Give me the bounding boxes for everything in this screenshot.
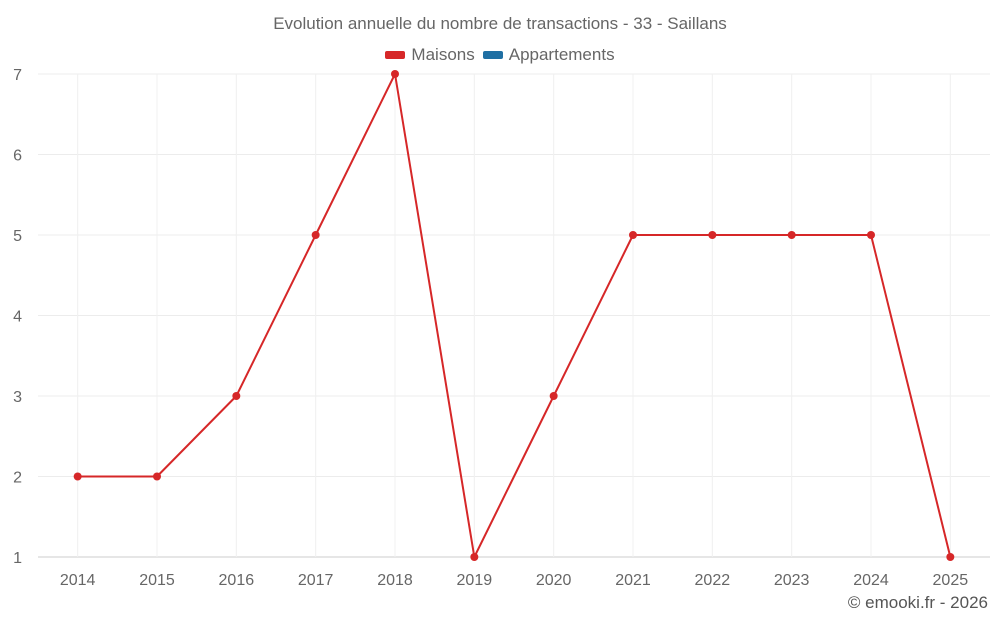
y-tick-label: 7 [13, 67, 22, 84]
x-tick-label: 2025 [933, 572, 969, 589]
x-tick-label: 2024 [853, 572, 889, 589]
data-point [391, 70, 399, 78]
y-tick-label: 4 [13, 309, 22, 326]
legend-item-maisons[interactable]: Maisons [385, 45, 475, 65]
x-tick-label: 2016 [219, 572, 255, 589]
data-point [708, 231, 717, 239]
data-point [629, 231, 637, 239]
data-point [470, 553, 479, 561]
y-tick-label: 3 [13, 389, 22, 406]
series-line-maisons [77, 73, 952, 558]
y-tick-label: 5 [13, 228, 22, 245]
x-tick-label: 2023 [774, 572, 810, 589]
legend-item-appartements[interactable]: Appartements [482, 45, 615, 65]
chart-legend: Maisons Appartements [0, 45, 1000, 65]
legend-swatch-maisons [385, 51, 406, 59]
data-point [73, 472, 82, 481]
data-point [153, 472, 161, 481]
x-tick-label: 2017 [298, 572, 334, 589]
data-point [311, 231, 320, 239]
data-point [946, 553, 955, 561]
data-point [549, 392, 558, 400]
x-tick-label: 2018 [377, 572, 413, 589]
x-tick-label: 2022 [695, 572, 731, 589]
data-point [787, 231, 796, 239]
legend-swatch-appartements [482, 51, 503, 59]
footer-credit: © emooki.fr - 2026 [847, 593, 988, 612]
x-tick-label: 2020 [536, 572, 572, 589]
x-tick-label: 2019 [457, 572, 493, 589]
x-tick-label: 2021 [615, 572, 651, 589]
legend-label-appartements: Appartements [508, 45, 615, 64]
y-tick-label: 1 [13, 550, 22, 567]
x-tick-label: 2015 [139, 572, 175, 589]
data-point [867, 231, 875, 239]
legend-label-maisons: Maisons [411, 45, 475, 64]
y-tick-label: 6 [13, 148, 22, 165]
data-point [232, 392, 241, 400]
y-tick-label: 2 [13, 470, 22, 487]
chart-title: Evolution annuelle du nombre de transact… [273, 14, 727, 33]
x-tick-label: 2014 [60, 572, 96, 589]
